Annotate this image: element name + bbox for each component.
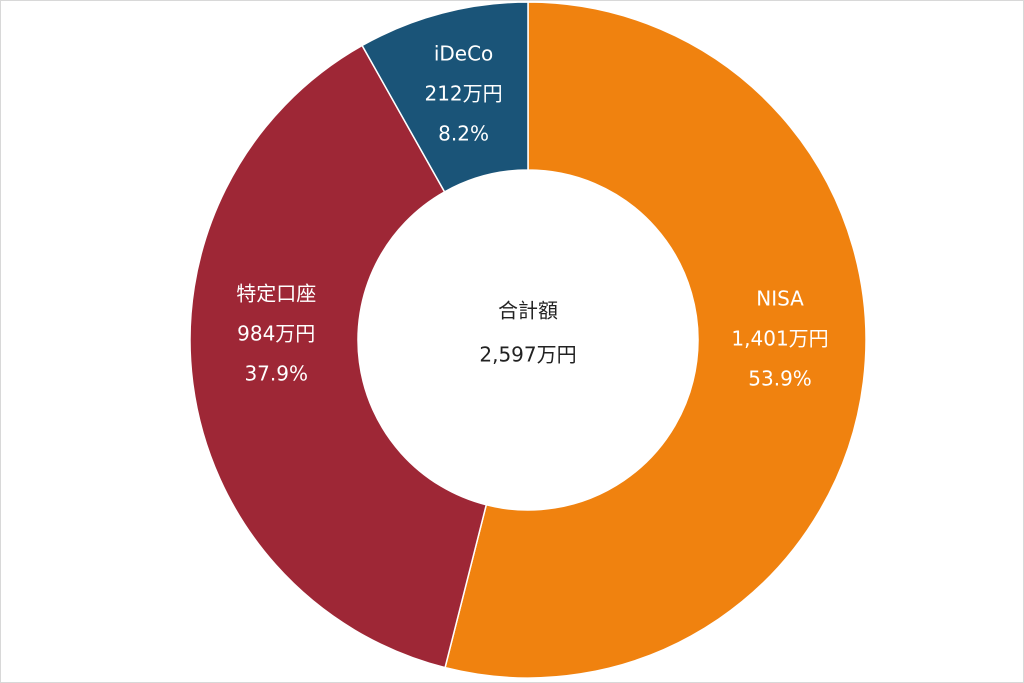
slice (444, 1, 867, 679)
center-title: 合計額 (498, 299, 558, 323)
slice (361, 1, 529, 193)
percent-label: 8.2% (438, 122, 489, 146)
percent-label: 53.9% (748, 367, 812, 391)
slice-label: iDeCo (434, 42, 493, 66)
percent-label: 37.9% (244, 362, 308, 386)
slice-label: 特定口座 (236, 282, 316, 306)
value-label: 212万円 (424, 82, 502, 106)
value-label: 1,401万円 (731, 327, 828, 351)
value-label: 984万円 (237, 322, 315, 346)
slices (189, 1, 867, 679)
center-total: 2,597万円 (479, 343, 576, 367)
slice (189, 44, 488, 669)
slice-label: NISA (756, 287, 804, 311)
